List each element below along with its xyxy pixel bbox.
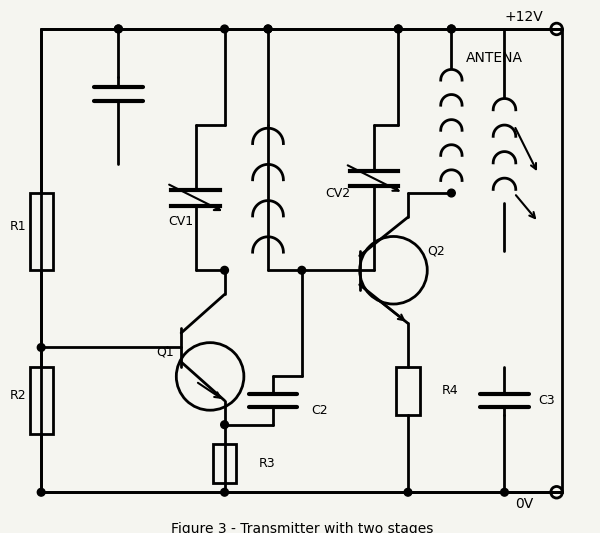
Text: Q1: Q1 (157, 346, 175, 359)
Text: ANTENA: ANTENA (466, 51, 523, 65)
Circle shape (37, 488, 45, 496)
Text: Q2: Q2 (427, 245, 445, 257)
Circle shape (448, 25, 455, 33)
Text: CV2: CV2 (325, 187, 350, 199)
Text: 0V: 0V (515, 497, 533, 511)
Circle shape (37, 344, 45, 351)
Circle shape (115, 25, 122, 33)
Text: +12V: +12V (505, 10, 543, 25)
Text: R3: R3 (259, 457, 275, 470)
Circle shape (404, 488, 412, 496)
Text: R2: R2 (10, 389, 27, 402)
FancyBboxPatch shape (29, 367, 53, 434)
Text: CV1: CV1 (169, 215, 194, 229)
Text: R4: R4 (442, 384, 458, 398)
Circle shape (221, 421, 229, 429)
Circle shape (264, 25, 272, 33)
Circle shape (394, 25, 402, 33)
Circle shape (448, 25, 455, 33)
Text: C2: C2 (311, 403, 328, 417)
Text: R1: R1 (10, 220, 27, 233)
Text: C3: C3 (538, 394, 555, 407)
Circle shape (500, 488, 508, 496)
FancyBboxPatch shape (29, 193, 53, 270)
Circle shape (115, 25, 122, 33)
Circle shape (221, 266, 229, 274)
Circle shape (394, 25, 402, 33)
Circle shape (221, 25, 229, 33)
Circle shape (264, 25, 272, 33)
Circle shape (298, 266, 305, 274)
Text: Figure 3 - Transmitter with two stages: Figure 3 - Transmitter with two stages (170, 522, 433, 533)
Circle shape (448, 189, 455, 197)
FancyBboxPatch shape (397, 367, 419, 415)
Circle shape (221, 488, 229, 496)
FancyBboxPatch shape (213, 444, 236, 482)
